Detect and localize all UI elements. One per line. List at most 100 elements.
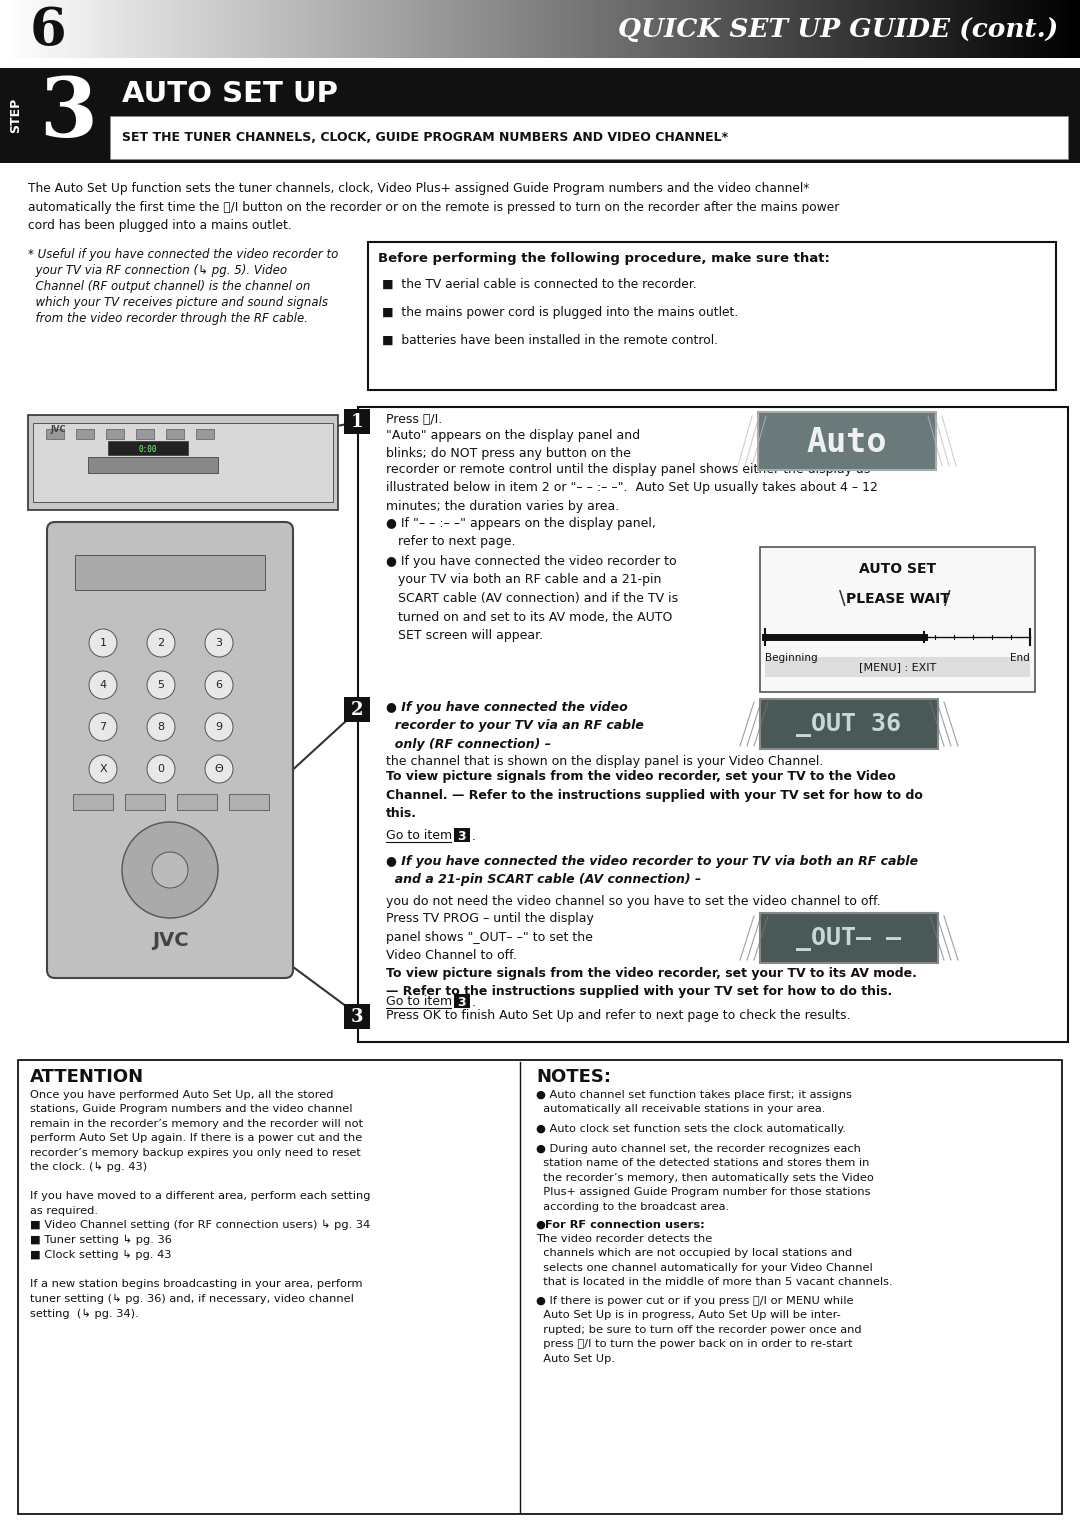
Text: ● If "– – :– –" appears on the display panel,
   refer to next page.: ● If "– – :– –" appears on the display p… (386, 517, 656, 548)
Bar (345, 409, 370, 433)
Text: The video recorder detects the
  channels which are not occupied by local statio: The video recorder detects the channels … (536, 1235, 893, 1288)
Text: Press TV PROG – until the display
panel shows "_OUT– –" to set the
Video Channel: Press TV PROG – until the display panel … (386, 913, 594, 961)
Text: AUTO SET: AUTO SET (859, 562, 936, 575)
Text: Before performing the following procedure, make sure that:: Before performing the following procedur… (378, 252, 829, 266)
Bar (368, 243, 1056, 391)
Text: 9: 9 (215, 722, 222, 732)
Circle shape (122, 823, 218, 919)
Text: 1: 1 (351, 414, 363, 430)
Text: For RF connection users:: For RF connection users: (545, 1219, 705, 1230)
Text: STEP: STEP (10, 98, 23, 133)
Text: The Auto Set Up function sets the tuner channels, clock, Video Plus+ assigned Gu: The Auto Set Up function sets the tuner … (28, 182, 839, 232)
Text: ● If you have connected the video recorder to
   your TV via both an RF cable an: ● If you have connected the video record… (386, 555, 678, 642)
Bar (760, 546, 1035, 691)
Text: which your TV receives picture and sound signals: which your TV receives picture and sound… (28, 296, 328, 308)
Text: 0:00: 0:00 (138, 444, 158, 453)
Text: 5: 5 (158, 681, 164, 690)
Text: To view picture signals from the video recorder, set your TV to its AV mode.
— R: To view picture signals from the video r… (386, 967, 917, 998)
Text: 2: 2 (351, 700, 363, 719)
Text: 6: 6 (30, 5, 67, 55)
Text: Go to item: Go to item (386, 995, 453, 1009)
Bar (760, 913, 939, 963)
Circle shape (205, 713, 233, 742)
Bar (33, 423, 333, 502)
Circle shape (147, 629, 175, 658)
Text: .: . (472, 996, 476, 1009)
Text: 3: 3 (351, 1009, 363, 1025)
Text: \: \ (839, 589, 846, 609)
Text: JVC: JVC (151, 931, 188, 949)
Bar (75, 555, 265, 591)
Text: ●: ● (536, 1219, 550, 1230)
Circle shape (205, 755, 233, 783)
Text: 8: 8 (158, 722, 164, 732)
Text: Auto: Auto (807, 426, 888, 458)
Bar (454, 829, 470, 842)
Bar (108, 441, 188, 455)
Text: SET THE TUNER CHANNELS, CLOCK, GUIDE PROGRAM NUMBERS AND VIDEO CHANNEL*: SET THE TUNER CHANNELS, CLOCK, GUIDE PRO… (122, 131, 728, 143)
Bar (73, 794, 113, 810)
Bar (177, 794, 217, 810)
Text: 1: 1 (99, 638, 107, 649)
Bar (357, 407, 1068, 1042)
Bar (87, 456, 218, 473)
Circle shape (147, 671, 175, 699)
Circle shape (89, 713, 117, 742)
Bar (0, 69, 1080, 163)
Text: ■  the mains power cord is plugged into the mains outlet.: ■ the mains power cord is plugged into t… (382, 307, 739, 319)
Bar (76, 429, 94, 439)
FancyBboxPatch shape (48, 522, 293, 978)
Text: End: End (1010, 653, 1030, 662)
Text: ● Auto clock set function sets the clock automatically.: ● Auto clock set function sets the clock… (536, 1125, 846, 1134)
Bar (18, 1061, 1062, 1514)
Text: Press ⏻/I.: Press ⏻/I. (386, 414, 442, 426)
Text: you do not need the video channel so you have to set the video channel to off.: you do not need the video channel so you… (386, 896, 880, 908)
Circle shape (147, 755, 175, 783)
Text: 2: 2 (158, 638, 164, 649)
Circle shape (152, 852, 188, 888)
Text: 0: 0 (158, 765, 164, 774)
Text: recorder or remote control until the display panel shows either the display as
i: recorder or remote control until the dis… (386, 462, 878, 513)
Text: Press OK to finish Auto Set Up and refer to next page to check the results.: Press OK to finish Auto Set Up and refer… (386, 1009, 851, 1022)
Text: ■  batteries have been installed in the remote control.: ■ batteries have been installed in the r… (382, 334, 718, 346)
Text: 3: 3 (216, 638, 222, 649)
Text: Go to item: Go to item (386, 829, 453, 842)
Text: 3: 3 (458, 995, 467, 1009)
Text: QUICK SET UP GUIDE (cont.): QUICK SET UP GUIDE (cont.) (618, 17, 1058, 43)
Text: X: X (99, 765, 107, 774)
Text: ● If there is power cut or if you press ⏻/I or MENU while
  Auto Set Up is in pr: ● If there is power cut or if you press … (536, 1296, 862, 1364)
Text: Once you have performed Auto Set Up, all the stored
stations, Guide Program numb: Once you have performed Auto Set Up, all… (30, 1090, 370, 1318)
Bar (760, 699, 939, 749)
Bar (125, 794, 165, 810)
Circle shape (89, 755, 117, 783)
Text: AUTO SET UP: AUTO SET UP (122, 79, 338, 108)
Bar (136, 429, 154, 439)
Text: ● Auto channel set function takes place first; it assigns
  automatically all re: ● Auto channel set function takes place … (536, 1090, 852, 1114)
Text: 3: 3 (39, 73, 97, 154)
Bar (454, 993, 470, 1009)
Bar (345, 697, 370, 722)
Text: ● During auto channel set, the recorder recognizes each
  station name of the de: ● During auto channel set, the recorder … (536, 1144, 874, 1212)
Bar (758, 412, 936, 470)
Text: 7: 7 (99, 722, 107, 732)
Circle shape (205, 629, 233, 658)
Text: _OUT– –: _OUT– – (797, 926, 902, 951)
Bar (195, 429, 214, 439)
Bar (110, 72, 1068, 116)
Text: _OUT 36: _OUT 36 (797, 713, 902, 737)
Text: ● If you have connected the video recorder to your TV via both an RF cable
  and: ● If you have connected the video record… (386, 855, 918, 887)
Text: To view picture signals from the video recorder, set your TV to the Video
Channe: To view picture signals from the video r… (386, 771, 923, 819)
Text: your TV via RF connection (↳ pg. 5). Video: your TV via RF connection (↳ pg. 5). Vid… (28, 264, 287, 278)
Text: "Auto" appears on the display panel and
blinks; do NOT press any button on the: "Auto" appears on the display panel and … (386, 429, 640, 461)
Bar (110, 116, 1068, 159)
Text: 3: 3 (458, 830, 467, 842)
Bar (345, 1004, 370, 1029)
Circle shape (89, 629, 117, 658)
Text: 6: 6 (216, 681, 222, 690)
Bar (229, 794, 269, 810)
Bar (765, 658, 1030, 678)
Text: Θ: Θ (215, 765, 224, 774)
Text: * Useful if you have connected the video recorder to: * Useful if you have connected the video… (28, 249, 338, 261)
Text: NOTES:: NOTES: (536, 1068, 611, 1087)
Circle shape (89, 671, 117, 699)
